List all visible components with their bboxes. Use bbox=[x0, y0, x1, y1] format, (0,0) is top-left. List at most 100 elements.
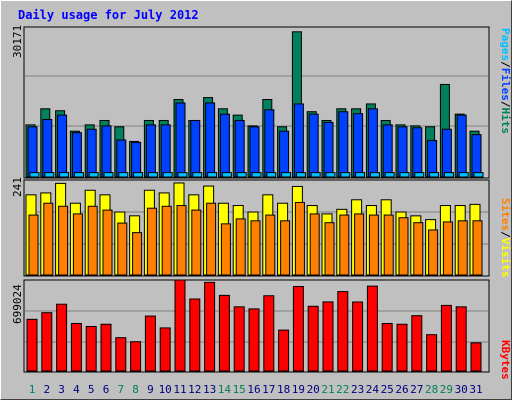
bar-kbytes-day-8 bbox=[130, 341, 142, 372]
bar-files-day-14 bbox=[219, 113, 230, 178]
bar-pages-day-27 bbox=[414, 172, 425, 178]
bar-sites-day-20 bbox=[309, 213, 320, 276]
bar-files-day-11 bbox=[175, 102, 186, 178]
bar-pages-day-31 bbox=[473, 172, 484, 178]
bar-pages-day-4 bbox=[73, 172, 84, 178]
bar-pages-day-15 bbox=[236, 172, 247, 178]
bar-sites-day-2 bbox=[43, 202, 54, 276]
x-tick-label-day-27: 27 bbox=[410, 383, 423, 396]
bar-kbytes-day-17 bbox=[263, 295, 275, 372]
bar-files-day-25 bbox=[382, 124, 393, 178]
chart-title: Daily usage for July 2012 bbox=[18, 8, 199, 22]
bar-pages-day-26 bbox=[399, 172, 410, 178]
bar-sites-day-23 bbox=[354, 213, 365, 276]
bar-kbytes-day-19 bbox=[292, 286, 304, 372]
bar-files-day-10 bbox=[160, 124, 171, 178]
panel-top bbox=[23, 26, 490, 179]
x-tick-label-day-4: 4 bbox=[73, 383, 80, 396]
bar-kbytes-day-13 bbox=[204, 281, 216, 372]
bar-sites-day-29 bbox=[442, 221, 453, 276]
bar-pages-day-22 bbox=[340, 172, 351, 178]
bar-pages-day-18 bbox=[281, 172, 292, 178]
x-tick-label-day-1: 1 bbox=[29, 383, 36, 396]
bar-kbytes-day-15 bbox=[233, 306, 245, 372]
bar-kbytes-day-25 bbox=[381, 322, 393, 372]
bar-kbytes-day-18 bbox=[278, 329, 290, 372]
x-tick-label-day-20: 20 bbox=[307, 383, 320, 396]
x-tick-label-day-26: 26 bbox=[395, 383, 408, 396]
bar-pages-day-10 bbox=[162, 172, 173, 178]
ylabel-sep-1: / bbox=[499, 61, 512, 68]
bar-sites-day-3 bbox=[58, 205, 69, 276]
x-tick-label-day-19: 19 bbox=[292, 383, 305, 396]
bar-sites-day-27 bbox=[413, 222, 424, 276]
bar-kbytes-day-16 bbox=[248, 308, 260, 372]
bar-files-day-8 bbox=[131, 141, 142, 178]
bar-kbytes-day-31 bbox=[470, 342, 482, 372]
x-tick-label-day-8: 8 bbox=[132, 383, 139, 396]
bar-files-day-2 bbox=[42, 119, 53, 178]
bottom-panel-ylabel: KBytes bbox=[499, 340, 512, 380]
bar-kbytes-day-2 bbox=[41, 312, 53, 372]
bar-pages-day-6 bbox=[103, 172, 114, 178]
bar-kbytes-day-4 bbox=[70, 322, 82, 372]
x-tick-label-day-28: 28 bbox=[425, 383, 438, 396]
bar-sites-day-14 bbox=[220, 223, 231, 276]
bar-pages-day-25 bbox=[384, 172, 395, 178]
bottom-panel-ymax: 699024 bbox=[11, 284, 24, 324]
bar-files-day-1 bbox=[27, 126, 38, 178]
bar-files-day-17 bbox=[264, 109, 275, 178]
bar-kbytes-day-10 bbox=[159, 327, 171, 372]
x-tick-label-day-23: 23 bbox=[351, 383, 364, 396]
bar-sites-day-21 bbox=[324, 222, 335, 276]
x-tick-label-day-31: 31 bbox=[469, 383, 482, 396]
ylabel-files: Files bbox=[499, 68, 512, 101]
bar-files-day-28 bbox=[427, 139, 438, 178]
bar-files-day-23 bbox=[353, 113, 364, 178]
bar-sites-day-22 bbox=[339, 214, 350, 276]
bar-sites-day-19 bbox=[294, 201, 305, 276]
bar-files-day-21 bbox=[323, 121, 334, 178]
ylabel-visits: Visits bbox=[499, 238, 512, 278]
bar-files-day-18 bbox=[279, 130, 290, 178]
x-tick-label-day-11: 11 bbox=[173, 383, 186, 396]
bar-files-day-20 bbox=[308, 113, 319, 178]
bar-sites-day-26 bbox=[398, 217, 409, 276]
bar-kbytes-day-11 bbox=[174, 279, 186, 372]
x-tick-label-day-3: 3 bbox=[58, 383, 65, 396]
bar-pages-day-8 bbox=[133, 172, 144, 178]
bar-pages-day-19 bbox=[295, 172, 306, 178]
bar-files-day-7 bbox=[116, 139, 127, 178]
x-tick-label-day-18: 18 bbox=[277, 383, 290, 396]
x-tick-label-day-13: 13 bbox=[203, 383, 216, 396]
bar-pages-day-1 bbox=[29, 172, 40, 178]
bar-files-day-12 bbox=[190, 119, 201, 178]
bar-files-day-24 bbox=[367, 108, 378, 178]
bar-files-day-16 bbox=[249, 126, 260, 178]
x-tick-label-day-12: 12 bbox=[188, 383, 201, 396]
x-tick-label-day-5: 5 bbox=[88, 383, 95, 396]
bar-files-day-5 bbox=[86, 128, 97, 178]
bar-sites-day-11 bbox=[176, 205, 187, 276]
bar-kbytes-day-1 bbox=[26, 318, 38, 372]
bar-pages-day-24 bbox=[369, 172, 380, 178]
x-tick-label-day-22: 22 bbox=[336, 383, 349, 396]
ylabel-sep-2: / bbox=[499, 101, 512, 108]
bar-sites-day-28 bbox=[428, 229, 439, 276]
x-tick-label-day-30: 30 bbox=[455, 383, 468, 396]
bar-pages-day-17 bbox=[266, 172, 277, 178]
x-tick-label-day-2: 2 bbox=[43, 383, 50, 396]
bar-pages-day-12 bbox=[192, 172, 203, 178]
ylabel-hits: Hits bbox=[499, 108, 512, 135]
bar-files-day-26 bbox=[397, 126, 408, 178]
bar-pages-day-20 bbox=[310, 172, 321, 178]
bar-files-day-31 bbox=[471, 134, 482, 178]
x-tick-label-day-7: 7 bbox=[117, 383, 124, 396]
bar-kbytes-day-27 bbox=[411, 315, 423, 372]
bar-files-day-19 bbox=[293, 103, 304, 178]
top-panel-ylabel: Pages/Files/Hits bbox=[499, 28, 512, 134]
x-tick-label-day-21: 21 bbox=[321, 383, 334, 396]
bar-sites-day-10 bbox=[161, 205, 172, 276]
bar-kbytes-day-7 bbox=[115, 337, 127, 372]
bar-files-day-4 bbox=[71, 132, 82, 178]
